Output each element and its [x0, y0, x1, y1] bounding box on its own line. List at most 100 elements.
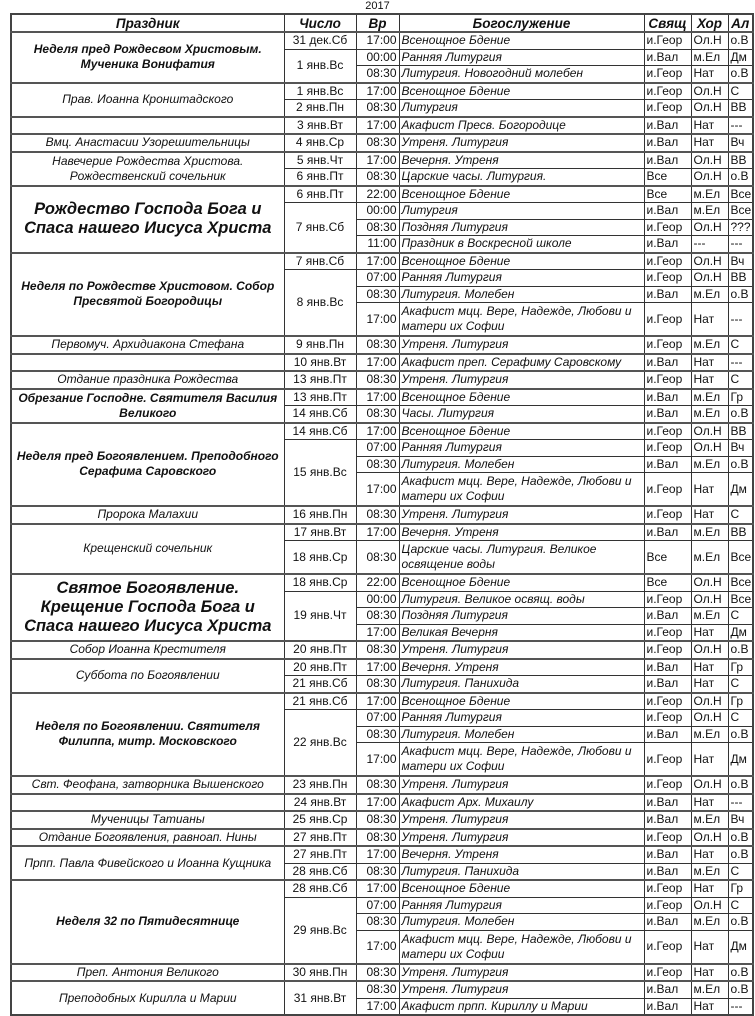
table-row: 29 янв.Вс 07:00 Ранняя Литургия и.Геор Ол.Н С	[11, 896, 754, 964]
service-date: 9 янв.Пн	[283, 335, 357, 354]
service-time: 08:30	[355, 540, 400, 575]
choir: Нат	[690, 302, 729, 337]
service-date: 17 янв.Вт	[283, 522, 357, 541]
service-time: 08:30	[355, 640, 400, 659]
choir: Ол.Н	[690, 218, 729, 236]
service-date: 2 янв.Пн	[283, 99, 357, 117]
priest: Все	[643, 573, 692, 592]
table-row: 7 янв.Сб 00:00 Литургия и.Вал м.Ел Все	[11, 202, 754, 253]
choir: м.Ел	[690, 285, 729, 303]
choir: м.Ел	[690, 810, 729, 829]
service-name: Всенощное Бдение	[398, 421, 645, 440]
altar-server: Дм	[727, 742, 754, 777]
service-date: 27 янв.Пт	[283, 845, 357, 864]
choir: Ол.Н	[690, 99, 729, 117]
table-row: 08:30 Литургия. Молебен и.Вал м.Ел о.В	[11, 725, 754, 743]
service-date: 7 янв.Сб	[283, 202, 357, 253]
service-time: 17:00	[355, 742, 400, 777]
altar-server: ---	[727, 997, 754, 1016]
service-time: 08:30	[355, 505, 400, 524]
altar-server: о.В	[727, 31, 754, 50]
altar-server: С	[727, 81, 754, 100]
table-row: Свт. Феофана, затворника Вышенского 23 ян…	[10, 775, 754, 794]
service-name: Утреня. Литургия	[398, 775, 645, 794]
altar-server: С	[727, 335, 754, 354]
service-date: 3 янв.Вт	[283, 115, 357, 135]
service-time: 17:00	[355, 352, 400, 372]
altar-server: С	[727, 607, 754, 625]
choir: Ол.Н	[690, 573, 729, 592]
service-name: Всенощное Бдение	[398, 251, 645, 270]
service-name: Утреня. Литургия	[398, 335, 645, 354]
choir: Ол.Н	[690, 439, 729, 457]
service-time: 17:00	[355, 387, 400, 406]
service-date: 27 янв.Пт	[283, 827, 357, 847]
service-time: 17:00	[355, 879, 400, 898]
table-row: 10 янв.Вт 17:00 Акафист преп. Серафиму Сар…	[10, 352, 754, 372]
feast-name: Неделя пред Богоявлением. Преподобного С…	[10, 421, 285, 507]
priest: и.Геор	[643, 505, 692, 524]
priest: и.Вал	[643, 455, 692, 473]
priest: и.Геор	[643, 31, 692, 50]
feast-name: Собор Иоанна Крестителя	[10, 640, 285, 659]
table-row: Святое Богоявление. Крещение Господа Бог…	[10, 573, 754, 642]
service-date: 31 дек.Сб	[283, 31, 357, 50]
choir: Ол.Н	[690, 590, 729, 608]
service-name: Вечерня. Утреня	[398, 150, 645, 169]
table-row: 3 янв.Вт 17:00 Акафист Пресв. Богородице и.…	[10, 115, 754, 135]
feast-name: Первомуч. Архидиакона Стефана	[10, 335, 285, 354]
service-name: Утреня. Литургия	[398, 505, 645, 524]
altar-server: о.В	[727, 65, 754, 83]
service-time: 17:00	[355, 31, 400, 50]
service-time: 08:30	[355, 913, 400, 931]
altar-server: ВВ	[727, 421, 754, 440]
service-time: 08:30	[355, 962, 400, 982]
feast-name: Суббота по Богоявлении	[10, 657, 285, 693]
altar-server: Дм	[727, 472, 754, 507]
service-time: 08:30	[355, 775, 400, 794]
service-name: Вечерня. Утреня	[398, 522, 645, 541]
table-row: Неделя по Рождестве Христовом. Собор Пре…	[10, 251, 754, 337]
choir: Ол.Н	[690, 896, 729, 914]
priest: и.Геор	[643, 691, 692, 710]
priest: и.Геор	[643, 896, 692, 914]
service-time: 08:30	[355, 133, 400, 152]
service-name: Ранняя Литургия	[398, 48, 645, 66]
priest: и.Геор	[643, 269, 692, 287]
altar-server: о.В	[727, 775, 754, 794]
priest: и.Вал	[643, 202, 692, 220]
choir: м.Ел	[690, 862, 729, 881]
service-time: 07:00	[355, 896, 400, 914]
service-name: Всенощное Бдение	[398, 31, 645, 50]
feast-name: Обрезание Господне. Святителя Василия Ве…	[10, 387, 285, 423]
altar-server: Дм	[727, 929, 754, 964]
service-name: Царские часы. Литургия.	[398, 168, 645, 186]
header-date: Число	[283, 13, 357, 33]
altar-server: о.В	[727, 913, 754, 931]
service-time: 17:00	[355, 997, 400, 1016]
service-name: Литургия	[398, 202, 645, 220]
choir: Ол.Н	[690, 168, 729, 186]
service-date: 25 янв.Ср	[283, 810, 357, 829]
choir: Нат	[690, 675, 729, 693]
altar-server: С	[727, 675, 754, 693]
priest: и.Вал	[643, 150, 692, 169]
altar-server: С	[727, 505, 754, 524]
service-date: 22 янв.Вс	[283, 709, 357, 777]
table-row: 28 янв.Сб 08:30 Литургия. Панихида и.Вал м.Е…	[11, 862, 754, 881]
service-date: 13 янв.Пт	[283, 387, 357, 406]
table-row: Крещенский сочельник 17 янв.Вт 17:00 Вечерн…	[10, 522, 754, 575]
choir: м.Ел	[690, 455, 729, 473]
service-date: 28 янв.Сб	[283, 862, 357, 881]
service-date: 28 янв.Сб	[283, 879, 357, 898]
service-time: 08:30	[355, 99, 400, 117]
choir: Нат	[690, 879, 729, 898]
service-name: Литургия. Великое освящ. воды	[398, 590, 645, 608]
service-name: Ранняя Литургия	[398, 439, 645, 457]
service-date: 19 янв.Чт	[283, 590, 357, 642]
altar-server: Все	[727, 184, 754, 203]
table-row: Отдание Богоявления, равноап. Нины 27 янв…	[10, 827, 754, 847]
service-name: Утреня. Литургия	[398, 133, 645, 152]
table-row: Рождество Господа Бога и Спаса нашего Ии…	[10, 184, 754, 253]
service-name: Акафист мцц. Вере, Надежде, Любови и мат…	[398, 472, 645, 507]
